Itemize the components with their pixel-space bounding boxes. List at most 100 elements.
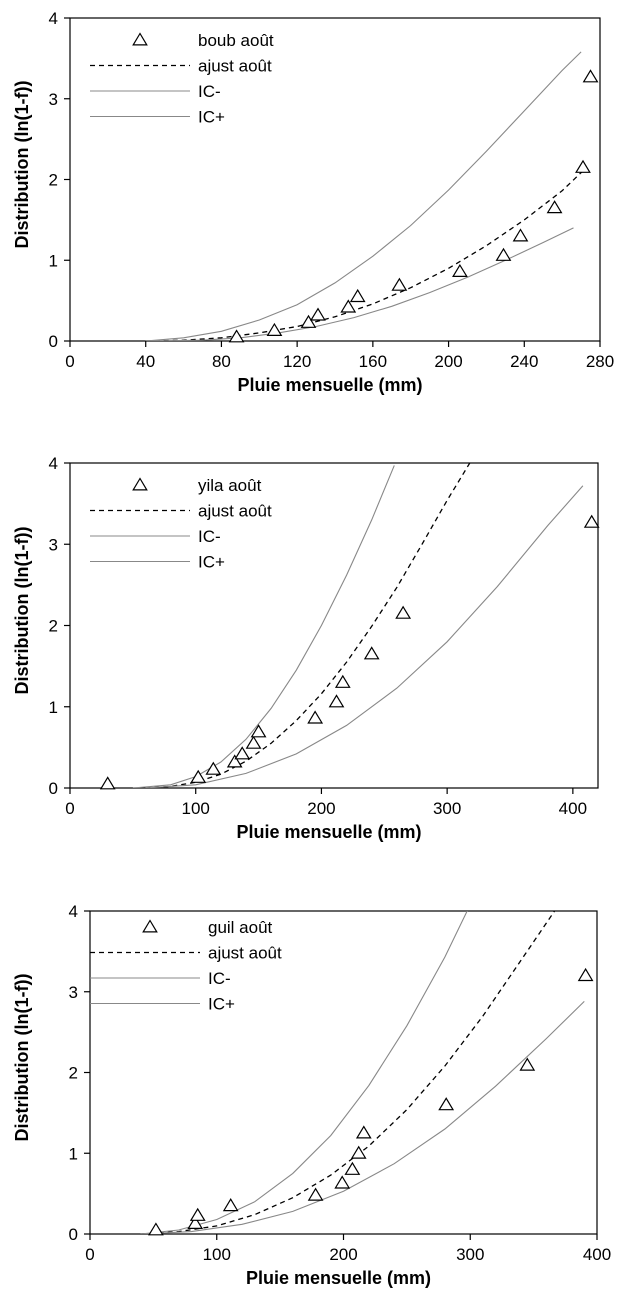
legend-label: IC+ — [198, 108, 225, 127]
x-tick-label: 40 — [136, 352, 155, 371]
data-point-triangle — [575, 159, 591, 173]
ci-lower-curve — [145, 227, 574, 341]
legend-label: IC- — [198, 527, 221, 546]
legend: yila août ajust août IC- IC+ — [90, 476, 272, 572]
y-tick-label: 4 — [49, 9, 58, 28]
y-tick-label: 2 — [49, 617, 58, 636]
data-point-triangle — [222, 1198, 239, 1212]
legend-label: IC+ — [208, 995, 235, 1014]
data-point-triangle — [307, 1187, 324, 1201]
y-tick-label: 2 — [69, 1064, 78, 1083]
x-tick-label: 160 — [359, 352, 387, 371]
fit-curve-ajust — [145, 463, 471, 788]
x-tick-label: 280 — [586, 352, 614, 371]
y-tick-label: 1 — [49, 251, 58, 270]
data-point-triangle — [334, 1175, 351, 1189]
data-point-triangle — [328, 694, 345, 708]
x-tick-label: 200 — [434, 352, 462, 371]
x-tick-label: 200 — [329, 1245, 357, 1264]
legend-marker-triangle — [132, 32, 148, 46]
y-tick-label: 2 — [49, 171, 58, 190]
legend-label: yila août — [198, 476, 262, 495]
ci-upper-curve — [132, 465, 395, 788]
x-tick-label: 100 — [203, 1245, 231, 1264]
data-point-triangle — [266, 322, 283, 336]
data-point-triangle — [582, 69, 599, 83]
legend-label: guil août — [208, 918, 273, 937]
x-axis-label: Pluie mensuelle (mm) — [236, 822, 421, 842]
x-tick-label: 300 — [456, 1245, 484, 1264]
ci-lower-curve — [145, 485, 584, 788]
data-point-triangle — [234, 746, 251, 760]
x-tick-label: 80 — [212, 352, 231, 371]
y-tick-label: 1 — [49, 698, 58, 717]
data-point-triangle — [344, 1161, 361, 1175]
data-point-triangle — [452, 263, 468, 277]
chart-panel-2: 0 1 2 3 4 0 100 200 300 400 Pluie mensuelle (mm) Di… — [12, 454, 600, 842]
legend-label: ajust août — [198, 502, 272, 521]
x-tick-label: 120 — [283, 352, 311, 371]
legend: guil août ajust août IC- IC+ — [90, 918, 282, 1014]
y-tick-label: 1 — [69, 1144, 78, 1163]
data-point-triangle — [189, 1207, 206, 1221]
data-point-triangle — [495, 247, 512, 261]
y-tick-label: 3 — [49, 90, 58, 109]
data-point-triangle — [350, 1145, 367, 1159]
y-tick-label: 4 — [49, 454, 58, 473]
data-point-triangle — [395, 605, 412, 619]
data-point-triangle — [250, 724, 267, 738]
fit-curve-ajust — [145, 168, 586, 341]
data-point-triangle — [340, 299, 357, 313]
y-axis-label: Distribution (ln(1-f)) — [12, 81, 32, 249]
y-axis-label: Distribution (ln(1-f)) — [12, 974, 32, 1142]
data-point-triangle — [307, 710, 324, 724]
legend-label: IC+ — [198, 553, 225, 572]
x-tick-label: 400 — [559, 799, 587, 818]
data-point-triangle — [205, 761, 222, 775]
y-tick-label: 4 — [69, 902, 78, 921]
chart-panel-3: 0 1 2 3 4 0 100 200 300 400 Pluie mensuelle (mm) Di… — [12, 902, 611, 1288]
legend: boub août ajust août IC- IC+ — [90, 31, 274, 127]
ci-upper-curve — [145, 51, 582, 341]
legend-marker-triangle — [132, 477, 148, 491]
x-tick-label: 100 — [182, 799, 210, 818]
data-point-triangle — [226, 754, 243, 768]
data-point-triangle — [519, 1057, 536, 1071]
x-tick-label: 0 — [85, 1245, 94, 1264]
data-point-triangle — [349, 288, 366, 303]
data-point-triangle — [310, 307, 326, 321]
data-point-triangle — [577, 967, 594, 982]
x-tick-label: 0 — [65, 799, 74, 818]
data-point-triangle — [190, 769, 207, 783]
data-point-triangle — [187, 1215, 204, 1230]
data-point-triangle — [583, 514, 600, 528]
x-tick-label: 300 — [433, 799, 461, 818]
data-point-triangle — [245, 735, 262, 749]
x-axis-label: Pluie mensuelle (mm) — [237, 375, 422, 395]
data-point-triangle — [546, 200, 563, 214]
plot-frame — [69, 17, 601, 342]
x-axis-label: Pluie mensuelle (mm) — [246, 1268, 431, 1288]
data-point-triangle — [438, 1097, 455, 1111]
x-tick-label: 0 — [65, 352, 74, 371]
legend-marker-triangle — [142, 919, 158, 933]
fit-curve-ajust — [140, 911, 556, 1234]
x-tick-label: 200 — [307, 799, 335, 818]
ci-upper-curve — [140, 911, 468, 1234]
data-point-triangle — [228, 329, 245, 343]
legend-label: IC- — [208, 969, 231, 988]
y-tick-label: 3 — [49, 535, 58, 554]
y-tick-label: 3 — [69, 983, 78, 1002]
ci-lower-curve — [140, 1001, 585, 1234]
x-tick-label: 400 — [583, 1245, 611, 1264]
data-point-triangle — [300, 314, 317, 328]
data-point-triangle — [148, 1222, 164, 1236]
legend-label: ajust août — [208, 944, 282, 963]
y-tick-label: 0 — [49, 332, 58, 351]
data-point-triangle — [391, 277, 408, 291]
legend-label: ajust août — [198, 57, 272, 76]
data-point-triangle — [512, 228, 529, 242]
y-axis-label: Distribution (ln(1-f)) — [12, 527, 32, 695]
